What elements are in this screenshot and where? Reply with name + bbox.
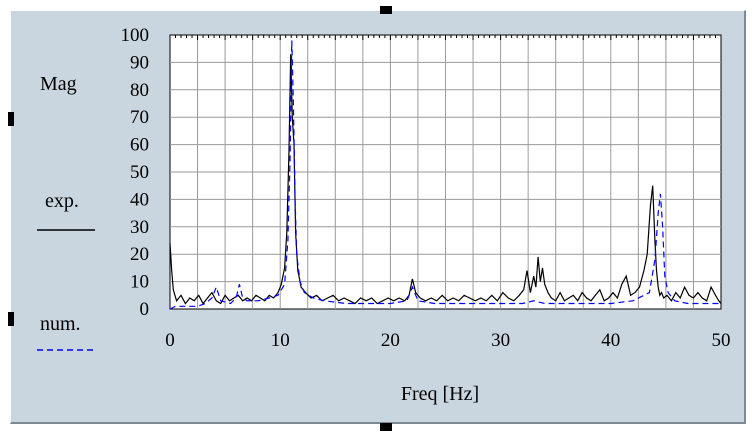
y-tick-label: 100 [121,25,150,46]
x-tick-label: 30 [491,330,510,351]
y-axis-label: Mag [40,73,77,95]
x-axis-label: Freq [Hz] [401,383,479,405]
x-tick-label: 10 [271,330,290,351]
x-axis-ticks: 0 10 20 30 40 50 [165,330,730,351]
legend-label-exp: exp. [45,190,79,212]
resize-handle-left-top[interactable] [8,112,14,126]
series-line-exp [169,54,722,305]
y-tick-label: 90 [130,52,149,73]
grid-lines [169,35,722,309]
y-tick-label: 10 [130,272,149,293]
y-tick-label: 20 [130,244,149,265]
y-axis-ticks: 0 10 20 30 40 50 60 70 80 90 100 [121,25,150,320]
legend-label-num: num. [40,313,81,335]
y-tick-label: 0 [140,299,150,320]
x-tick-label: 40 [601,330,620,351]
resize-handle-top[interactable] [380,6,392,14]
y-tick-label: 80 [130,80,149,101]
x-tick-label: 50 [712,330,731,351]
series-group [169,40,722,310]
x-tick-label: 0 [165,330,175,351]
resize-handle-bottom[interactable] [380,423,392,431]
y-tick-label: 70 [130,107,149,128]
y-tick-label: 30 [130,217,149,238]
y-tick-label: 40 [130,189,149,210]
x-tick-label: 20 [381,330,400,351]
resize-handle-left-bottom[interactable] [8,312,14,326]
y-tick-label: 50 [130,162,149,183]
y-tick-label: 60 [130,135,149,156]
